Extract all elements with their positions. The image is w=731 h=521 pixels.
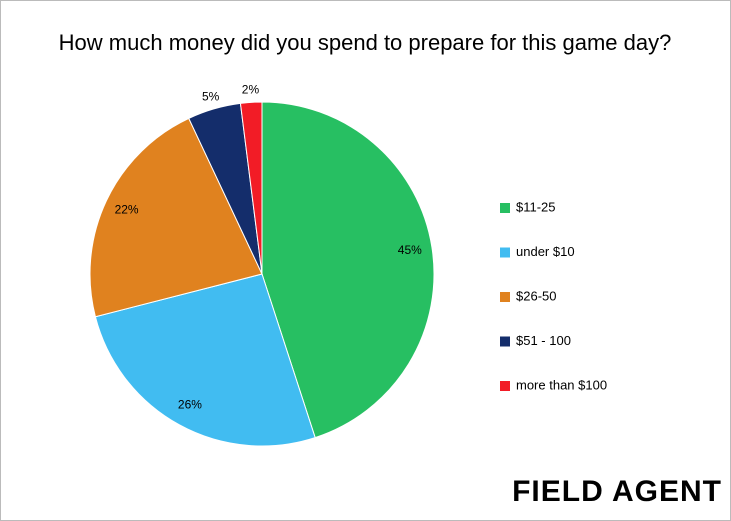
legend-label: more than $100	[516, 377, 607, 392]
legend-swatch	[500, 203, 510, 213]
logo: FIELD AGENT	[512, 475, 722, 508]
legend-swatch	[500, 336, 510, 347]
data-label: 5%	[202, 89, 220, 103]
legend-swatch	[500, 247, 510, 258]
data-label: 45%	[398, 243, 422, 257]
legend-label: $26-50	[516, 288, 556, 303]
data-label: 26%	[178, 397, 202, 411]
legend-label: $11-25	[516, 199, 556, 214]
pie-slice	[94, 273, 316, 447]
data-label: 2%	[242, 83, 260, 97]
pie-slice	[239, 101, 263, 275]
legend-label: under $10	[516, 244, 575, 259]
pie-slice	[261, 101, 435, 439]
legend-swatch	[500, 292, 510, 302]
legend-swatch	[500, 381, 510, 391]
pie-slice	[89, 117, 263, 318]
chart-title: How much money did you spend to prepare …	[59, 30, 672, 55]
data-label: 22%	[115, 202, 139, 216]
legend-label: $51 - 100	[516, 333, 571, 348]
